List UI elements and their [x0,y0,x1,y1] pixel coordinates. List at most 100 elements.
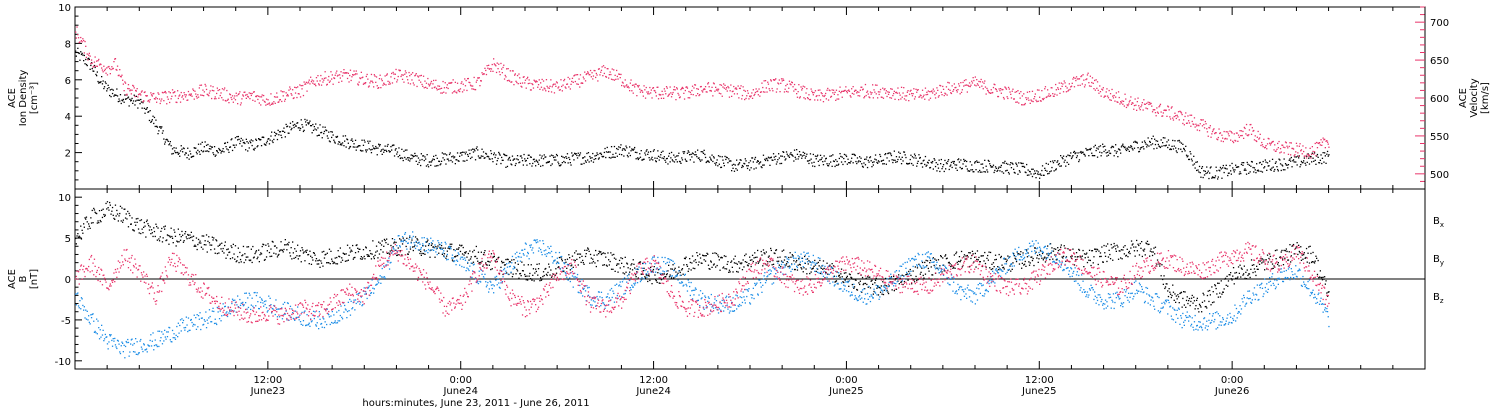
data-point [931,162,933,164]
data-point [589,74,591,76]
data-point [961,266,963,268]
data-point [1291,147,1293,150]
data-point [538,263,540,265]
data-point [239,91,241,93]
data-point [189,150,191,152]
data-point [746,167,749,170]
data-point [365,149,367,151]
data-point [845,154,847,156]
data-point [1159,105,1161,107]
data-point [1171,106,1173,108]
top-plot-frame [74,6,1426,190]
data-point [879,155,882,158]
data-point [1179,110,1181,112]
data-point [164,228,166,230]
data-point [745,97,747,100]
data-point [396,81,398,83]
data-point [440,92,442,94]
data-point [401,78,404,80]
data-point [828,163,830,165]
data-point [802,151,804,153]
data-point [1088,148,1091,150]
data-point [1262,146,1264,148]
data-point [331,136,333,139]
data-point [232,101,234,103]
data-point [198,242,200,244]
data-point [541,155,543,157]
axis-title-line: [nT] [29,269,40,289]
data-point [1140,147,1142,149]
data-point [224,87,226,89]
data-point [503,154,506,156]
data-point [650,151,652,153]
data-point [665,274,668,276]
data-point [952,160,954,163]
data-point [462,83,464,85]
data-point [713,83,715,85]
data-point [848,90,851,92]
data-point [686,87,689,89]
data-point [1017,173,1019,175]
data-point [715,89,718,91]
data-point [477,149,479,151]
data-point [548,263,550,265]
data-point [410,154,412,156]
data-point [948,82,950,84]
data-point [1083,79,1085,81]
data-point [1154,143,1157,146]
data-point [328,75,330,78]
data-point [1117,148,1120,150]
data-point [122,83,124,85]
data-point [668,264,670,266]
data-point [213,146,216,148]
data-point [403,150,405,152]
data-point [503,153,505,155]
data-point [765,251,767,253]
data-point [632,149,634,151]
data-point [469,82,471,84]
data-point [896,277,898,279]
data-point [600,71,602,73]
data-point [153,227,155,229]
data-point [877,91,880,93]
data-point [949,263,951,265]
data-point [547,161,549,163]
data-point [925,165,927,167]
data-point [932,168,934,170]
data-point [126,218,128,220]
data-point [1018,92,1021,95]
data-point [555,268,557,270]
data-point [1104,145,1106,147]
data-point [363,82,365,84]
data-point [1239,130,1241,132]
data-point [1200,119,1202,121]
data-point [582,262,584,264]
data-point [686,86,688,88]
data-point [675,99,677,101]
data-point [77,37,80,39]
data-point [602,155,605,158]
data-point [496,260,498,263]
data-point [741,98,743,100]
data-point [712,82,715,84]
data-point [467,153,469,156]
data-point [740,159,742,161]
data-point [1227,172,1230,174]
data-point [681,86,684,89]
data-point [166,96,169,98]
data-point [106,88,109,90]
data-point [825,157,827,159]
data-point [731,260,733,262]
data-point [77,34,79,36]
data-point [490,253,493,255]
data-point [464,251,466,254]
data-point [578,155,580,157]
data-point [607,252,609,254]
data-point [1010,93,1012,95]
data-point [330,71,332,73]
data-point [979,86,981,88]
data-point [941,271,943,273]
data-point [720,84,723,86]
data-point [199,153,201,155]
data-point [226,99,229,101]
